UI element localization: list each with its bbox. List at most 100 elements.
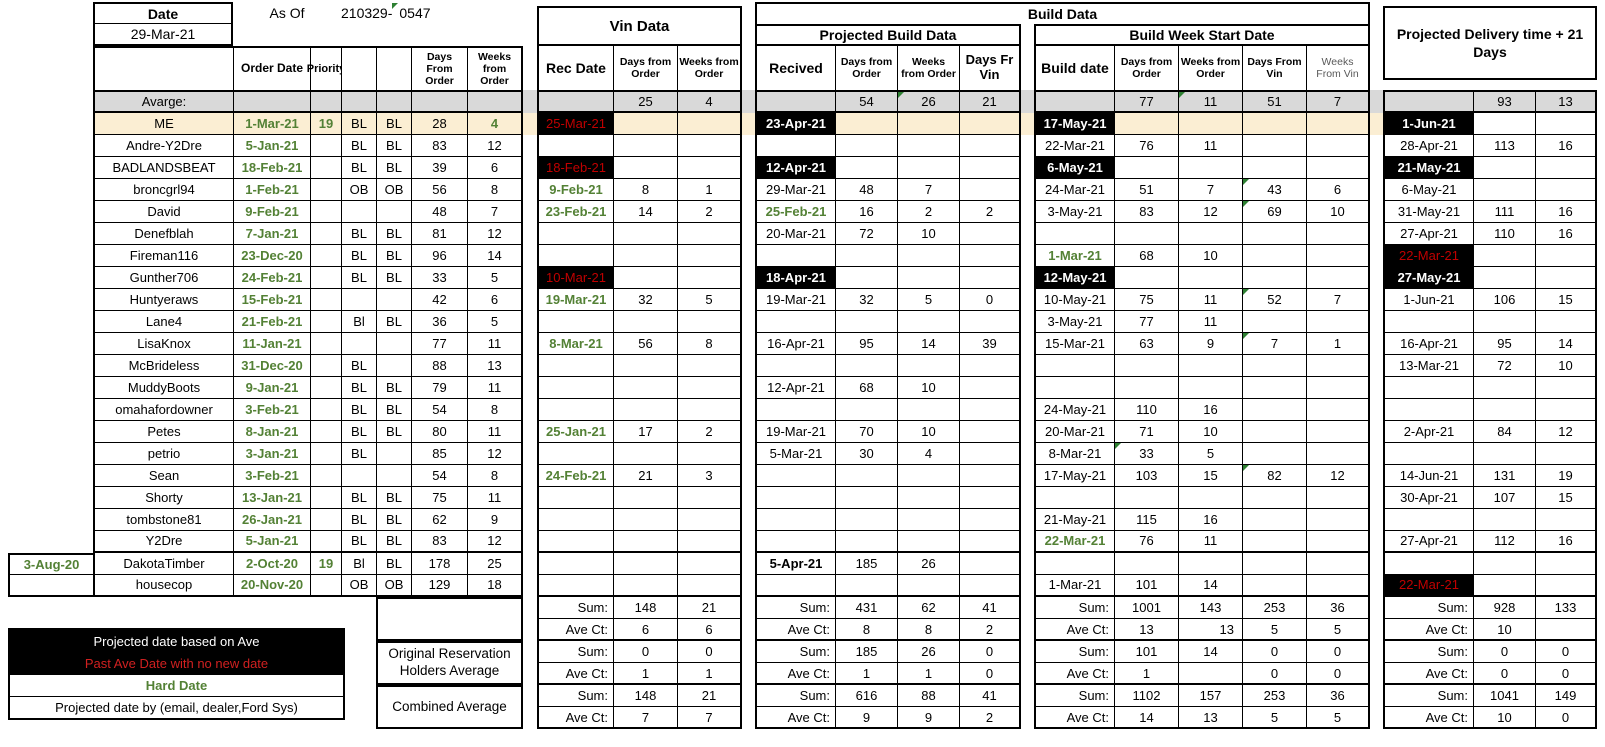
table-cell[interactable] <box>897 531 959 553</box>
gap-cell[interactable] <box>1370 377 1383 399</box>
table-cell[interactable]: BL <box>341 421 376 443</box>
table-cell[interactable] <box>376 201 411 223</box>
gap-cell[interactable] <box>742 157 755 179</box>
table-cell[interactable]: BL <box>341 443 376 465</box>
summary-value-cell[interactable]: 88 <box>897 685 959 707</box>
table-cell[interactable] <box>959 443 1021 465</box>
table-cell[interactable] <box>755 311 835 333</box>
average-cell[interactable] <box>1034 90 1114 113</box>
gap-cell[interactable] <box>523 223 537 245</box>
table-cell[interactable]: 83 <box>411 531 467 553</box>
table-cell[interactable] <box>1242 421 1306 443</box>
summary-value-cell[interactable]: 8 <box>897 619 959 641</box>
row-extra-cell[interactable] <box>8 443 93 465</box>
gap-cell[interactable] <box>1370 575 1383 597</box>
table-cell[interactable]: BL <box>341 157 376 179</box>
table-cell[interactable] <box>1242 245 1306 267</box>
table-cell[interactable]: 1-Mar-21 <box>1034 245 1114 267</box>
gap-cell[interactable] <box>523 311 537 333</box>
table-cell[interactable]: 6 <box>1306 179 1370 201</box>
rec-date-header[interactable]: Rec Date <box>537 46 613 90</box>
table-cell[interactable]: 24-Feb-21 <box>537 465 613 487</box>
vin-weeks-header[interactable]: Weeks from Order <box>677 46 742 90</box>
table-cell[interactable] <box>613 355 677 377</box>
table-cell[interactable]: 12 <box>467 223 523 245</box>
table-cell[interactable] <box>677 509 742 531</box>
table-cell[interactable]: BL <box>376 267 411 289</box>
table-cell[interactable] <box>1242 311 1306 333</box>
table-cell[interactable] <box>1383 553 1473 575</box>
table-cell[interactable] <box>835 135 897 157</box>
summary-value-cell[interactable]: 10 <box>1473 707 1535 729</box>
table-cell[interactable] <box>537 377 613 399</box>
table-cell[interactable]: BL <box>341 399 376 421</box>
table-cell[interactable] <box>376 443 411 465</box>
table-cell[interactable] <box>755 399 835 421</box>
gap-cell[interactable] <box>1370 157 1383 179</box>
table-cell[interactable]: 16 <box>1535 201 1597 223</box>
table-cell[interactable]: 12-Apr-21 <box>755 377 835 399</box>
table-cell[interactable] <box>1306 135 1370 157</box>
gap-cell[interactable] <box>523 267 537 289</box>
table-cell[interactable]: 9-Feb-21 <box>233 201 310 223</box>
average-cell[interactable]: 21 <box>959 90 1021 113</box>
summary-label-cell[interactable]: Sum: <box>1383 685 1473 707</box>
table-cell[interactable] <box>1306 311 1370 333</box>
summary-value-cell[interactable]: 0 <box>1242 663 1306 685</box>
table-cell[interactable] <box>537 135 613 157</box>
table-cell[interactable] <box>1535 443 1597 465</box>
table-cell[interactable]: 19 <box>310 113 341 135</box>
row-extra-cell[interactable] <box>8 355 93 377</box>
table-cell[interactable] <box>1242 377 1306 399</box>
table-cell[interactable]: 19 <box>1535 465 1597 487</box>
table-cell[interactable]: 30 <box>835 443 897 465</box>
gap-cell[interactable] <box>742 487 755 509</box>
summary-label-cell[interactable]: Ave Ct: <box>1034 619 1114 641</box>
table-cell[interactable]: 10 <box>1535 355 1597 377</box>
average-cell[interactable]: 13 <box>1535 90 1597 113</box>
table-cell[interactable] <box>613 553 677 575</box>
table-cell[interactable]: 16 <box>1535 135 1597 157</box>
table-cell[interactable]: BL <box>376 135 411 157</box>
table-cell[interactable] <box>613 135 677 157</box>
table-cell[interactable]: 16 <box>1535 223 1597 245</box>
table-cell[interactable]: 17-May-21 <box>1034 465 1114 487</box>
summary-value-cell[interactable]: 21 <box>677 597 742 619</box>
gap-cell[interactable] <box>523 443 537 465</box>
table-cell[interactable]: 63 <box>1114 333 1178 355</box>
table-cell[interactable] <box>1034 223 1114 245</box>
gap-cell[interactable] <box>1370 113 1383 135</box>
table-cell[interactable] <box>677 135 742 157</box>
gap-cell[interactable] <box>523 245 537 267</box>
table-cell[interactable]: 6 <box>467 289 523 311</box>
table-cell[interactable]: 95 <box>835 333 897 355</box>
average-cell[interactable]: Avarge: <box>93 90 233 113</box>
table-cell[interactable]: BL <box>376 311 411 333</box>
table-cell[interactable]: 20-Mar-21 <box>1034 421 1114 443</box>
average-cell[interactable]: 11 <box>1178 90 1242 113</box>
table-cell[interactable]: 103 <box>1114 465 1178 487</box>
table-cell[interactable]: 10 <box>1178 421 1242 443</box>
table-cell[interactable]: 2 <box>677 201 742 223</box>
table-cell[interactable] <box>1306 113 1370 135</box>
summary-label-cell[interactable]: Ave Ct: <box>537 663 613 685</box>
table-cell[interactable]: 25 <box>467 553 523 575</box>
table-cell[interactable] <box>1178 377 1242 399</box>
gap-cell[interactable] <box>742 113 755 135</box>
summary-value-cell[interactable]: 13 <box>1178 707 1242 729</box>
table-cell[interactable] <box>1473 179 1535 201</box>
table-cell[interactable] <box>1242 443 1306 465</box>
row-extra-cell[interactable] <box>8 201 93 223</box>
table-cell[interactable] <box>835 399 897 421</box>
table-cell[interactable] <box>1473 399 1535 421</box>
gap-cell[interactable] <box>1021 311 1034 333</box>
row-extra-cell[interactable] <box>8 531 93 553</box>
table-cell[interactable] <box>1473 509 1535 531</box>
table-cell[interactable] <box>310 355 341 377</box>
pb-days-header[interactable]: Days from Order <box>835 46 897 90</box>
summary-value-cell[interactable]: 0 <box>677 641 742 663</box>
table-cell[interactable] <box>959 179 1021 201</box>
summary-value-cell[interactable]: 1041 <box>1473 685 1535 707</box>
table-cell[interactable] <box>1535 509 1597 531</box>
row-extra-cell[interactable] <box>8 509 93 531</box>
